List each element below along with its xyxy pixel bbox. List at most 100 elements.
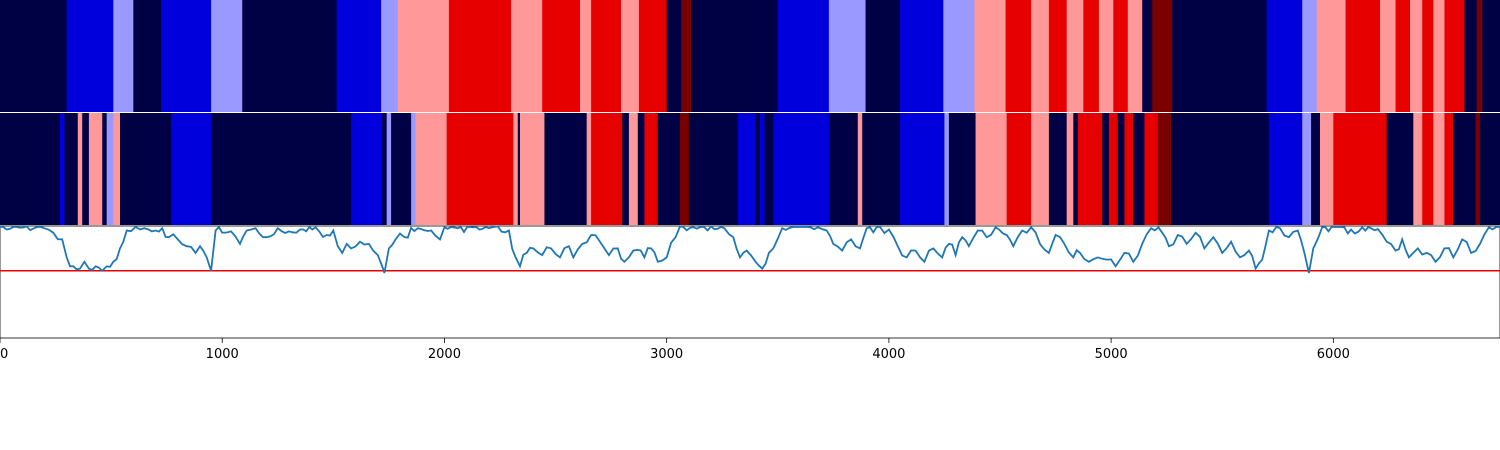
state-segment (1152, 0, 1173, 112)
state-segment (113, 113, 121, 225)
state-segment (1048, 113, 1068, 225)
state-segment (336, 0, 382, 112)
state-segment (680, 113, 690, 225)
state-segment (1320, 113, 1334, 225)
state-segment (688, 113, 739, 225)
state-segment (1098, 0, 1114, 112)
state-track-middle (0, 113, 1500, 225)
state-segment (386, 113, 392, 225)
state-segment (622, 113, 630, 225)
signal-series-line (0, 225, 1500, 274)
state-segment (1268, 113, 1303, 225)
state-segment (120, 113, 172, 225)
state-segment (975, 113, 1008, 225)
state-segment (1157, 113, 1172, 225)
state-segment (542, 0, 581, 112)
state-segment (1345, 0, 1381, 112)
state-segment (1476, 0, 1483, 112)
state-segment (513, 113, 519, 225)
state-segment (1005, 0, 1032, 112)
state-segment (591, 0, 622, 112)
state-segment (691, 0, 779, 112)
state-segment (1482, 0, 1500, 112)
state-segment (1475, 113, 1481, 225)
state-segment (773, 113, 830, 225)
state-segment (415, 113, 448, 225)
x-tick-label: 1000 (206, 347, 239, 362)
state-segment (211, 0, 243, 112)
state-segment (1333, 113, 1388, 225)
state-segment (448, 0, 512, 112)
state-segment (520, 113, 545, 225)
state-segment (161, 0, 212, 112)
state-segment (242, 0, 338, 112)
state-segment (1073, 113, 1079, 225)
state-segment (862, 113, 901, 225)
state-segment (544, 113, 588, 225)
state-segment (1083, 0, 1100, 112)
x-tick-label: 2000 (428, 347, 461, 362)
state-segment (737, 113, 756, 225)
state-segment (1133, 113, 1145, 225)
state-segment (1386, 113, 1414, 225)
state-segment (1380, 0, 1396, 112)
state-segment (900, 113, 945, 225)
state-segment (88, 113, 103, 225)
state-segment (948, 113, 976, 225)
x-tick-label: 3000 (650, 347, 683, 362)
state-segment (760, 113, 765, 225)
state-segment (644, 113, 659, 225)
state-segment (755, 113, 761, 225)
signal-panel (0, 225, 1500, 339)
state-segment (102, 113, 108, 225)
x-tick-label: 5000 (1095, 347, 1128, 362)
state-segment (411, 113, 416, 225)
state-segment (1480, 113, 1500, 225)
state-segment (1006, 113, 1032, 225)
state-segment (828, 0, 866, 112)
state-segment (1422, 0, 1434, 112)
state-segment (1102, 113, 1110, 225)
x-axis: 0 1000 2000 3000 4000 5000 6000 (0, 338, 1350, 362)
state-segment (621, 0, 640, 112)
state-segment (944, 113, 950, 225)
state-segment (60, 113, 65, 225)
state-segment (1031, 113, 1050, 225)
state-segment (1302, 0, 1318, 112)
state-segment (857, 113, 863, 225)
state-segment (1066, 0, 1084, 112)
state-segment (974, 0, 1006, 112)
state-segment (1066, 113, 1074, 225)
state-segment (0, 0, 68, 112)
state-segment (1410, 0, 1423, 112)
state-segment (1422, 113, 1434, 225)
state-segment (106, 113, 114, 225)
state-segment (1077, 113, 1103, 225)
state-segment (1113, 0, 1129, 112)
state-segment (1302, 113, 1312, 225)
state-segment (1444, 113, 1454, 225)
state-segment (828, 113, 859, 225)
state-segment (64, 113, 79, 225)
state-segment (1316, 0, 1346, 112)
state-segment (446, 113, 514, 225)
state-segment (777, 0, 830, 112)
x-tick-label: 4000 (872, 347, 905, 362)
state-segment (1464, 0, 1478, 112)
state-segment (1172, 0, 1268, 112)
state-segment (0, 113, 61, 225)
state-segment (82, 113, 90, 225)
state-track-top (0, 0, 1500, 112)
state-segment (681, 0, 692, 112)
state-segment (943, 0, 975, 112)
state-segment (628, 113, 639, 225)
state-segment (1108, 113, 1119, 225)
state-segment (1171, 113, 1270, 225)
state-segment (580, 0, 592, 112)
x-tick-label: 6000 (1317, 347, 1350, 362)
state-segment (1433, 0, 1445, 112)
state-segment (1311, 113, 1321, 225)
state-segment (1433, 113, 1445, 225)
state-segment (382, 113, 388, 225)
